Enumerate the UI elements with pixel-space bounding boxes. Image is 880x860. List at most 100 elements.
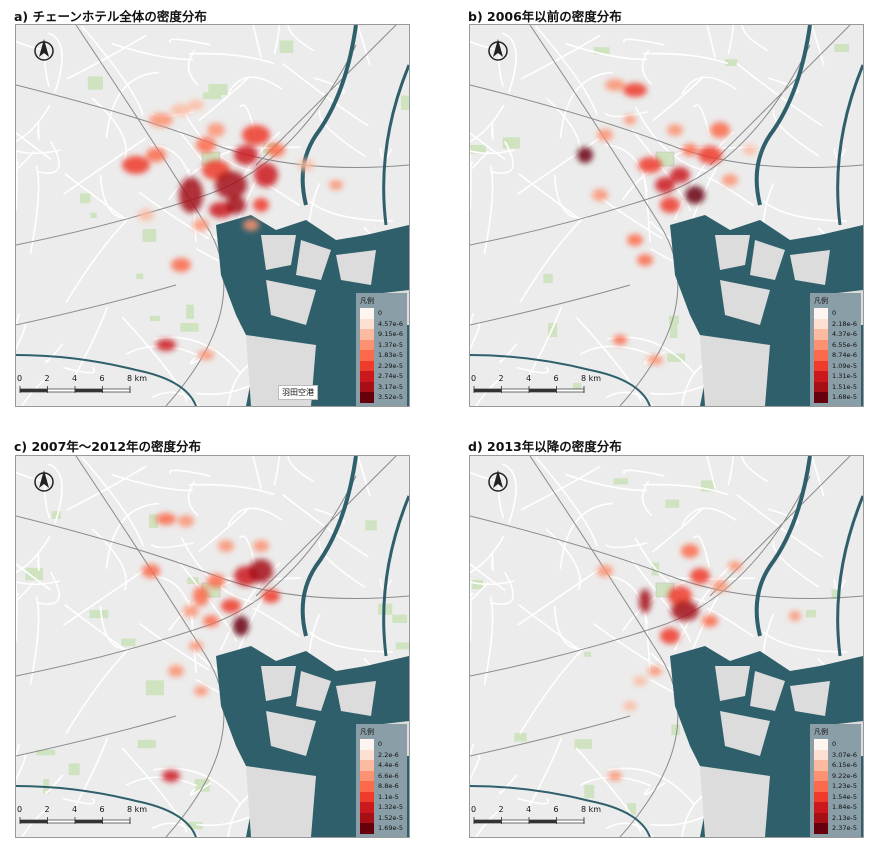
density-hotspot	[597, 565, 613, 577]
park-area	[148, 514, 159, 528]
legend-swatch	[360, 329, 374, 340]
density-hotspot	[267, 143, 285, 157]
density-hotspot	[168, 665, 184, 677]
density-hotspot	[698, 146, 722, 164]
density-hotspot	[685, 186, 705, 204]
density-layer	[142, 513, 280, 782]
park-area	[395, 642, 409, 650]
scale-tick-label: 2	[498, 374, 504, 383]
legend-swatch	[360, 360, 374, 371]
density-hotspot	[702, 615, 718, 627]
density-hotspot	[249, 559, 273, 583]
density-hotspot	[193, 586, 209, 606]
legend-swatch	[360, 781, 374, 792]
scale-tick-label: 0	[17, 805, 23, 814]
legend-label: 0	[832, 740, 837, 749]
park-area	[36, 749, 56, 756]
legend-label: 1.37e-5	[378, 340, 403, 349]
legend-item: 8.8e-6	[360, 781, 403, 792]
legend-item: 3.17e-5	[360, 381, 403, 392]
river	[382, 64, 409, 226]
legend-title: 凡例	[360, 728, 374, 736]
legend-label: 2.18e-6	[832, 319, 857, 328]
density-hotspot	[710, 122, 730, 138]
legend-swatch	[360, 739, 374, 750]
park-area	[90, 212, 97, 219]
density-hotspot	[597, 129, 613, 141]
park-area	[668, 315, 680, 325]
density-hotspot	[712, 580, 728, 592]
legend-label: 6.6e-6	[378, 771, 399, 780]
density-map	[469, 455, 864, 838]
park-area	[584, 784, 595, 799]
park-area	[202, 92, 222, 100]
park-area	[574, 739, 592, 749]
legend-swatch	[360, 823, 374, 834]
density-hotspot	[183, 605, 199, 617]
scale-tick-label: 0	[471, 374, 477, 383]
legend-item: 1.69e-5	[360, 823, 403, 834]
legend-item: 1.54e-5	[814, 791, 857, 802]
legend-label: 0	[378, 309, 383, 318]
density-hotspot	[655, 177, 675, 193]
density-hotspot	[179, 177, 203, 213]
density-hotspot	[189, 641, 203, 651]
scale-tick-label: 8 km	[127, 374, 148, 383]
density-hotspot	[638, 157, 662, 173]
legend-swatch	[360, 770, 374, 781]
density-hotspot	[207, 574, 225, 588]
legend: 凡例 0 2.18e-6 4.37e-6 6.55e-6 8.74e-6 1.09e-5 1.…	[810, 293, 861, 406]
legend-label: 6.55e-6	[832, 340, 857, 349]
density-hotspot	[242, 125, 270, 145]
park-area	[470, 144, 487, 154]
legend-label: 1.84e-5	[832, 803, 857, 812]
density-hotspot	[171, 104, 191, 116]
legend-label: 0	[378, 740, 383, 749]
river	[16, 354, 197, 406]
park-area	[137, 739, 156, 749]
legend-item: 1.31e-5	[814, 371, 857, 382]
scale-tick-label: 8 km	[581, 805, 602, 814]
scale-tick-label: 6	[99, 805, 105, 814]
park-area	[142, 228, 157, 242]
legend-item: 4.37e-6	[814, 329, 857, 340]
panel-title: b) 2006年以前の密度分布	[468, 9, 622, 24]
legend-item: 2.29e-5	[360, 360, 403, 371]
panel-d: d) 2013年以降の密度分布	[440, 430, 880, 860]
legend-swatch	[360, 812, 374, 823]
density-hotspot	[196, 137, 216, 153]
legend-item: 2.18e-6	[814, 318, 857, 329]
legend-swatch	[814, 749, 828, 760]
scale-bar	[473, 386, 585, 393]
density-hotspot	[637, 254, 653, 266]
density-hotspot	[203, 615, 219, 627]
legend-item: 1.32e-5	[360, 802, 403, 813]
legend-item: 9.15e-6	[360, 329, 403, 340]
park-area	[149, 315, 160, 322]
river	[382, 495, 409, 657]
scale-tick-label: 8 km	[127, 805, 148, 814]
park-area	[121, 638, 136, 647]
density-hotspot	[142, 564, 160, 578]
park-area	[543, 273, 553, 284]
legend-swatch	[814, 770, 828, 781]
legend-swatch	[814, 308, 828, 319]
river	[470, 785, 651, 837]
legend-item: 1.51e-5	[814, 381, 857, 392]
density-hotspot	[633, 676, 647, 686]
density-hotspot	[188, 100, 204, 110]
park-area	[89, 610, 109, 619]
legend-swatch	[814, 318, 828, 329]
density-layer	[597, 544, 801, 781]
river	[754, 25, 812, 206]
legend-label: 1.09e-5	[832, 361, 857, 370]
density-hotspot	[660, 197, 680, 213]
legend-swatch	[360, 802, 374, 813]
river	[836, 64, 863, 226]
panel-title: d) 2013年以降の密度分布	[468, 439, 622, 454]
legend-item: 1.37e-5	[360, 339, 403, 350]
park-area	[392, 614, 408, 623]
north-arrow-icon	[488, 470, 508, 492]
legend-item: 6.6e-6	[360, 770, 403, 781]
legend-swatch	[814, 812, 828, 823]
